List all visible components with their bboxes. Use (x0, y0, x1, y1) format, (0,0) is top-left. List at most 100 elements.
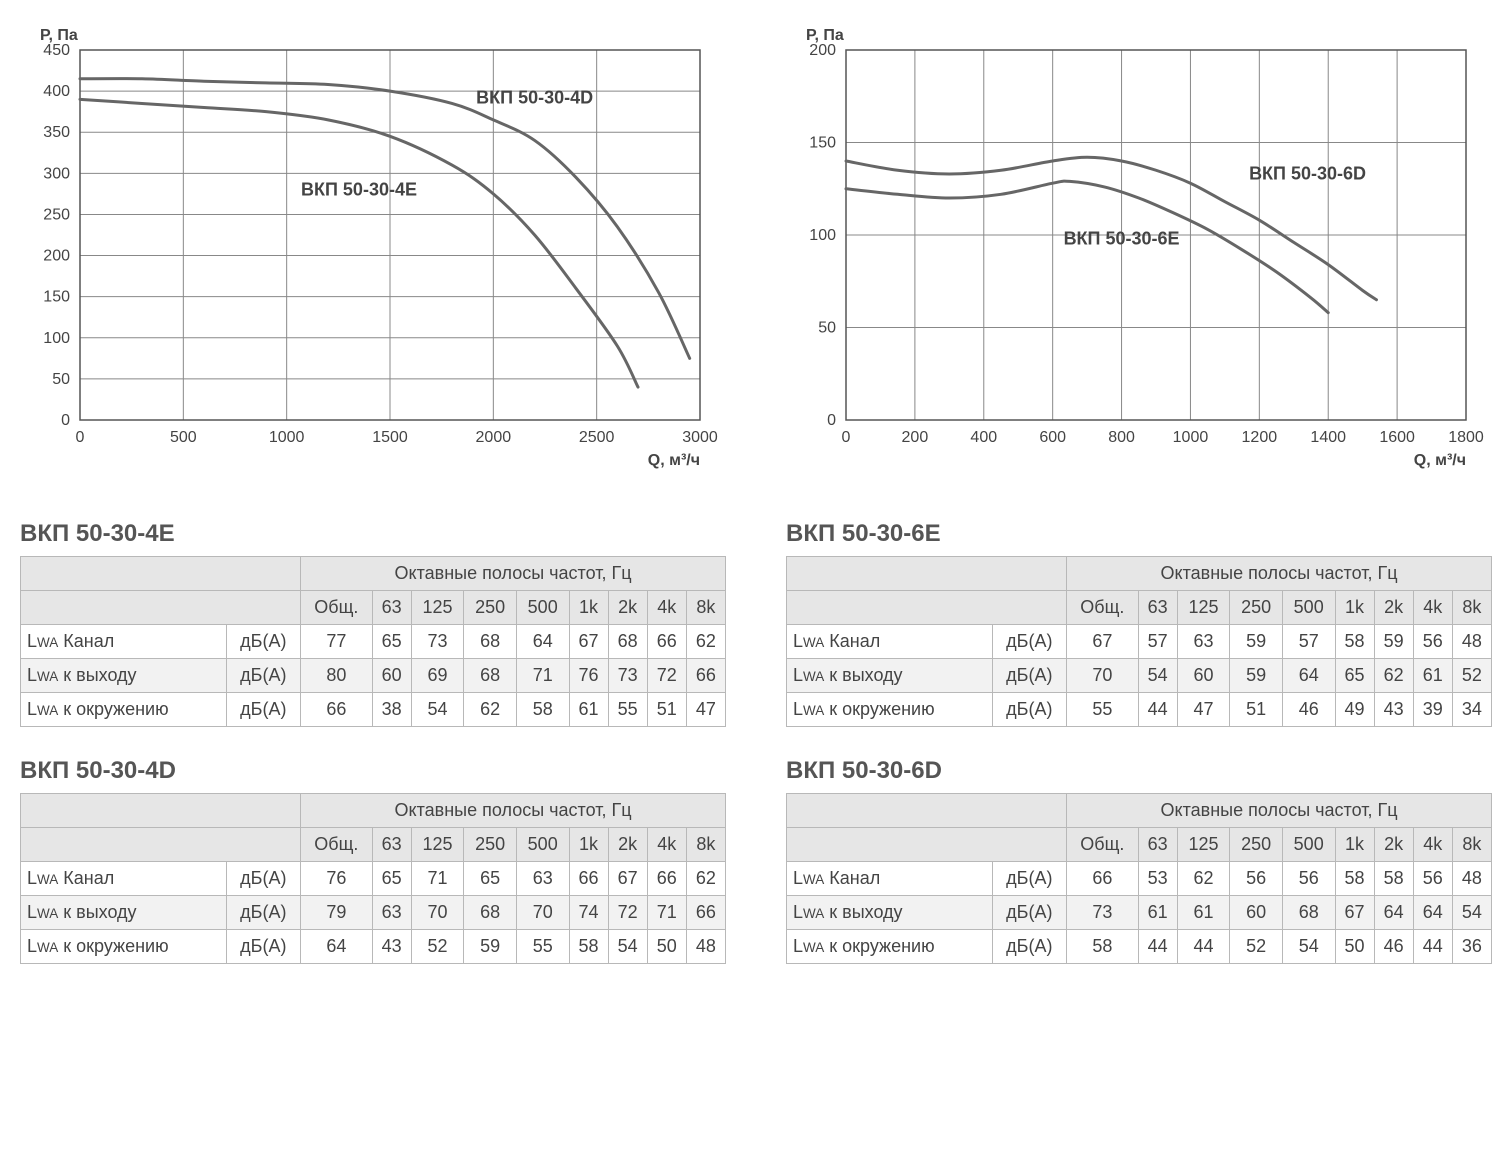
header-blank (787, 828, 1067, 862)
column-header: 500 (516, 591, 569, 625)
data-cell: 68 (1282, 896, 1335, 930)
y-tick-label: 350 (43, 124, 70, 141)
data-cell: 46 (1282, 693, 1335, 727)
data-cell: 62 (686, 862, 725, 896)
group-header: Октавные полосы частот, Гц (301, 794, 726, 828)
unit-cell: дБ(A) (226, 659, 301, 693)
header-blank (21, 828, 301, 862)
unit-cell: дБ(A) (992, 693, 1067, 727)
column-header: 125 (1177, 591, 1230, 625)
data-cell: 80 (301, 659, 373, 693)
data-cell: 63 (1177, 625, 1230, 659)
data-cell: 62 (464, 693, 517, 727)
x-tick-label: 600 (1039, 429, 1066, 446)
table-title: ВКП 50-30-4E (20, 520, 726, 548)
data-cell: 66 (686, 659, 725, 693)
row-label: LWA к выходу (21, 659, 227, 693)
data-cell: 58 (1067, 930, 1139, 964)
table-row: LWA к окружениюдБ(A)644352595558545048 (21, 930, 726, 964)
data-cell: 47 (686, 693, 725, 727)
data-cell: 43 (372, 930, 411, 964)
table-row: LWA к окружениюдБ(A)584444525450464436 (787, 930, 1492, 964)
data-cell: 58 (1335, 625, 1374, 659)
column-header: 4k (647, 828, 686, 862)
x-tick-label: 2500 (579, 429, 615, 446)
data-cell: 66 (301, 693, 373, 727)
y-tick-label: 0 (827, 412, 836, 429)
data-cell: 54 (1452, 896, 1491, 930)
column-header: 125 (411, 828, 464, 862)
x-tick-label: 1800 (1448, 429, 1484, 446)
data-cell: 77 (301, 625, 373, 659)
data-cell: 64 (1374, 896, 1413, 930)
data-cell: 65 (372, 862, 411, 896)
sound-data-table: Октавные полосы частот, Гц Общ.631252505… (20, 793, 726, 964)
row-label: LWA к окружению (21, 930, 227, 964)
column-header: 250 (1230, 591, 1283, 625)
row-label: LWA к выходу (787, 659, 993, 693)
data-cell: 66 (647, 625, 686, 659)
y-tick-label: 100 (809, 227, 836, 244)
data-cell: 44 (1413, 930, 1452, 964)
row-label: LWA к окружению (21, 693, 227, 727)
table-row: LWA КаналдБ(A)665362565658585648 (787, 862, 1492, 896)
unit-cell: дБ(A) (226, 625, 301, 659)
data-cell: 38 (372, 693, 411, 727)
column-header: 4k (1413, 591, 1452, 625)
column-header: 8k (1452, 591, 1491, 625)
column-header: 8k (686, 591, 725, 625)
sound-data-table: Октавные полосы частот, Гц Общ.631252505… (20, 556, 726, 727)
data-cell: 60 (1230, 896, 1283, 930)
table-6d: ВКП 50-30-6D Октавные полосы частот, Гц … (786, 757, 1492, 964)
y-tick-label: 100 (43, 330, 70, 347)
data-cell: 79 (301, 896, 373, 930)
column-header: 2k (1374, 828, 1413, 862)
column-header: 63 (372, 591, 411, 625)
data-cell: 61 (569, 693, 608, 727)
x-tick-label: 0 (76, 429, 85, 446)
x-tick-label: 200 (902, 429, 929, 446)
data-cell: 58 (569, 930, 608, 964)
data-cell: 66 (1067, 862, 1139, 896)
x-tick-label: 1000 (269, 429, 305, 446)
data-cell: 54 (1138, 659, 1177, 693)
column-header: 1k (569, 591, 608, 625)
x-tick-label: 1400 (1310, 429, 1346, 446)
data-cell: 64 (1413, 896, 1452, 930)
data-cell: 48 (1452, 862, 1491, 896)
data-cell: 44 (1138, 693, 1177, 727)
data-cell: 73 (411, 625, 464, 659)
data-cell: 47 (1177, 693, 1230, 727)
chart-right-container: 0200400600800100012001400160018000501001… (786, 20, 1492, 480)
data-cell: 60 (1177, 659, 1230, 693)
data-cell: 56 (1413, 625, 1452, 659)
data-cell: 72 (647, 659, 686, 693)
x-axis-label: Q, м³/ч (1414, 452, 1466, 469)
row-label: LWA к выходу (787, 896, 993, 930)
row-label: LWA Канал (787, 862, 993, 896)
x-tick-label: 1200 (1242, 429, 1278, 446)
y-tick-label: 50 (818, 320, 836, 337)
row-label: LWA Канал (787, 625, 993, 659)
x-tick-label: 1000 (1173, 429, 1209, 446)
data-cell: 50 (647, 930, 686, 964)
pressure-flow-chart-6: 0200400600800100012001400160018000501001… (786, 20, 1486, 480)
data-cell: 63 (372, 896, 411, 930)
header-blank (21, 794, 301, 828)
unit-cell: дБ(A) (992, 625, 1067, 659)
data-cell: 49 (1335, 693, 1374, 727)
column-header: 2k (608, 591, 647, 625)
y-tick-label: 150 (43, 289, 70, 306)
data-cell: 55 (608, 693, 647, 727)
column-header: 1k (569, 828, 608, 862)
data-cell: 71 (647, 896, 686, 930)
table-row: LWA КаналдБ(A)776573686467686662 (21, 625, 726, 659)
x-tick-label: 0 (842, 429, 851, 446)
unit-cell: дБ(A) (226, 896, 301, 930)
data-cell: 61 (1413, 659, 1452, 693)
table-row: LWA к окружениюдБ(A)554447514649433934 (787, 693, 1492, 727)
data-cell: 71 (411, 862, 464, 896)
data-cell: 60 (372, 659, 411, 693)
y-tick-label: 200 (43, 248, 70, 265)
data-cell: 69 (411, 659, 464, 693)
